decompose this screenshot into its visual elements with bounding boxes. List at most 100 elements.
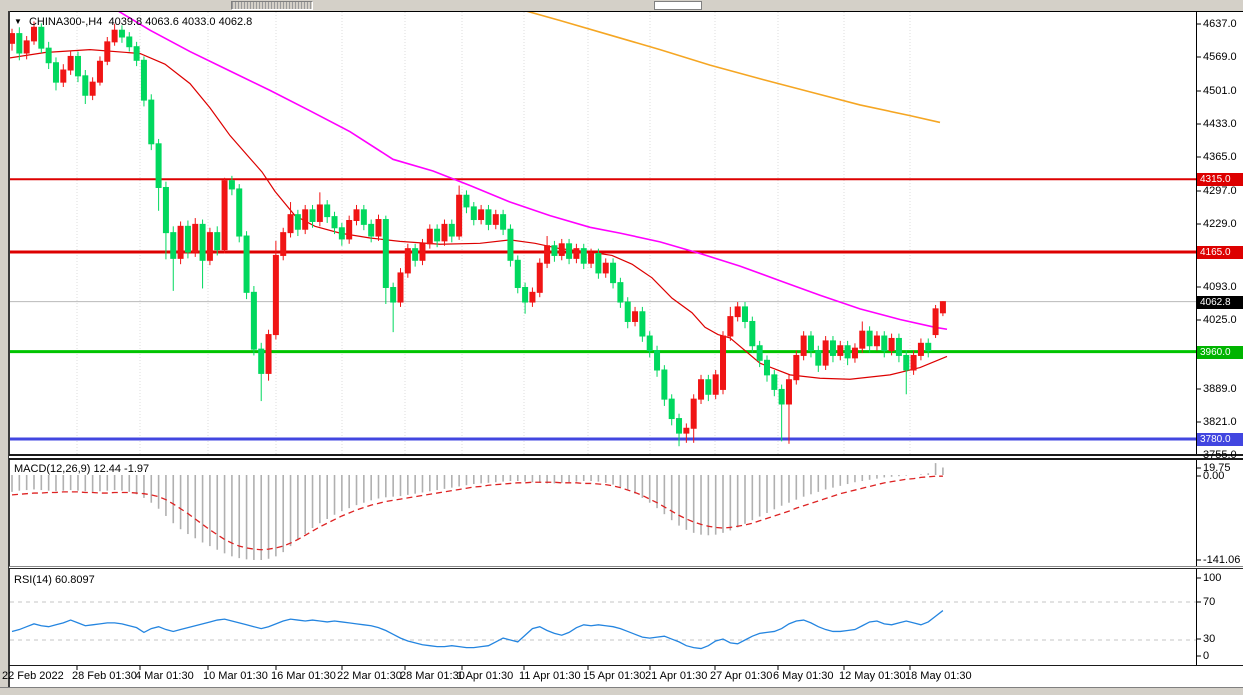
candle-body xyxy=(478,209,485,221)
axis-date-label: 15 Apr 01:30 xyxy=(583,670,646,682)
candle-body xyxy=(866,330,873,347)
candle-body xyxy=(96,60,103,83)
toolbar-box[interactable] xyxy=(654,1,702,10)
candle-body xyxy=(925,342,932,352)
candle-body xyxy=(815,350,822,366)
candle-body xyxy=(712,374,719,395)
candle-body xyxy=(280,232,287,256)
candle-body xyxy=(734,306,741,318)
open-value: 4039.8 xyxy=(108,16,143,28)
candle-body xyxy=(727,316,734,337)
candle-body xyxy=(610,262,617,284)
candle-body xyxy=(448,223,455,237)
candle-body xyxy=(661,369,668,400)
ma-slow-line xyxy=(526,12,941,124)
axis-price-label: 4297.0 xyxy=(1203,185,1237,197)
axis-price-label: 0 xyxy=(1203,650,1210,662)
axis-price-label: 4569.0 xyxy=(1203,51,1237,63)
candle-body xyxy=(888,337,895,352)
candle-body xyxy=(258,348,265,374)
candle-body xyxy=(228,180,235,190)
candle-body xyxy=(155,143,162,188)
low-value: 4033.0 xyxy=(181,16,216,28)
candle-body xyxy=(939,301,946,314)
candle-body xyxy=(60,69,67,83)
candle-body xyxy=(558,243,565,256)
candle-body xyxy=(676,418,683,434)
candle-body xyxy=(243,235,250,293)
axis-price-label: 30 xyxy=(1203,633,1216,645)
candle-body xyxy=(309,209,316,222)
candle-body xyxy=(705,379,712,395)
main-macd-splitter[interactable] xyxy=(9,454,1243,460)
candle-body xyxy=(742,306,748,322)
axis-date-label: 22 Mar 01:30 xyxy=(337,670,402,682)
candle-body xyxy=(162,186,169,234)
candle-body xyxy=(529,291,536,303)
axis-price-label: 4637.0 xyxy=(1203,18,1237,30)
candle-body xyxy=(514,259,521,288)
candle-body xyxy=(844,345,851,359)
axis-price-label: 0.00 xyxy=(1203,470,1225,482)
axis-price-label: -141.06 xyxy=(1203,554,1241,566)
candle-body xyxy=(74,55,81,77)
candle-body xyxy=(544,245,551,264)
axis-date-label: 6 May 01:30 xyxy=(773,670,834,682)
candle-body xyxy=(749,320,756,347)
candle-body xyxy=(126,36,133,48)
candle-body xyxy=(382,219,389,288)
close-value: 4062.8 xyxy=(218,16,253,28)
symbol-period-label: CHINA300-,H4 xyxy=(28,16,103,28)
candle-body xyxy=(551,245,558,256)
price-axis-divider xyxy=(1196,12,1197,665)
candle-body xyxy=(30,26,37,42)
candle-body xyxy=(632,311,639,322)
candle-body xyxy=(456,194,463,237)
candle-body xyxy=(624,301,631,322)
candle-body xyxy=(184,225,191,253)
candle-body xyxy=(507,228,514,261)
candle-body xyxy=(573,248,580,259)
candle-body xyxy=(23,40,30,54)
candle-body xyxy=(265,334,272,374)
candle-body xyxy=(536,262,543,293)
rsi-line xyxy=(11,610,944,650)
axis-date-label: 28 Mar 01:30 xyxy=(400,670,465,682)
candle-body xyxy=(683,427,690,434)
macd-label: MACD(12,26,9) 12.44 -1.97 xyxy=(14,463,150,475)
axis-price-label: 4433.0 xyxy=(1203,118,1237,130)
high-value: 4063.6 xyxy=(145,16,179,28)
candle-body xyxy=(360,209,367,225)
candle-body xyxy=(771,374,778,390)
candle-body xyxy=(778,388,785,405)
candle-body xyxy=(639,311,646,337)
candle-body xyxy=(236,188,243,237)
axis-price-label: 4025.0 xyxy=(1203,314,1237,326)
macd-rsi-splitter[interactable] xyxy=(9,566,1243,569)
axis-date-label: 4 Mar 01:30 xyxy=(135,670,194,682)
candle-body xyxy=(221,180,228,251)
axis-price-label: 3889.0 xyxy=(1203,383,1237,395)
axis-price-label: 3755.0 xyxy=(1203,449,1237,461)
candle-body xyxy=(272,254,279,336)
candle-body xyxy=(412,248,419,261)
candle-body xyxy=(668,398,675,420)
macd-signal-line xyxy=(11,475,943,551)
candle-body xyxy=(793,354,800,381)
axis-date-label: 27 Apr 01:30 xyxy=(710,670,773,682)
candle-body xyxy=(82,75,89,96)
axis-price-label: 70 xyxy=(1203,596,1216,608)
toolbar-grip[interactable] xyxy=(231,1,313,10)
candle-body xyxy=(353,209,360,221)
candle-body xyxy=(859,330,866,349)
candle-body xyxy=(698,379,705,400)
candle-body xyxy=(419,243,426,261)
rsi-label: RSI(14) 60.8097 xyxy=(14,574,95,586)
candle-body xyxy=(785,379,792,405)
candle-body xyxy=(522,286,529,303)
candle-body xyxy=(338,227,345,240)
candle-body xyxy=(903,354,910,371)
candle-body xyxy=(800,335,807,356)
axis-date-label: 28 Feb 01:30 xyxy=(72,670,137,682)
